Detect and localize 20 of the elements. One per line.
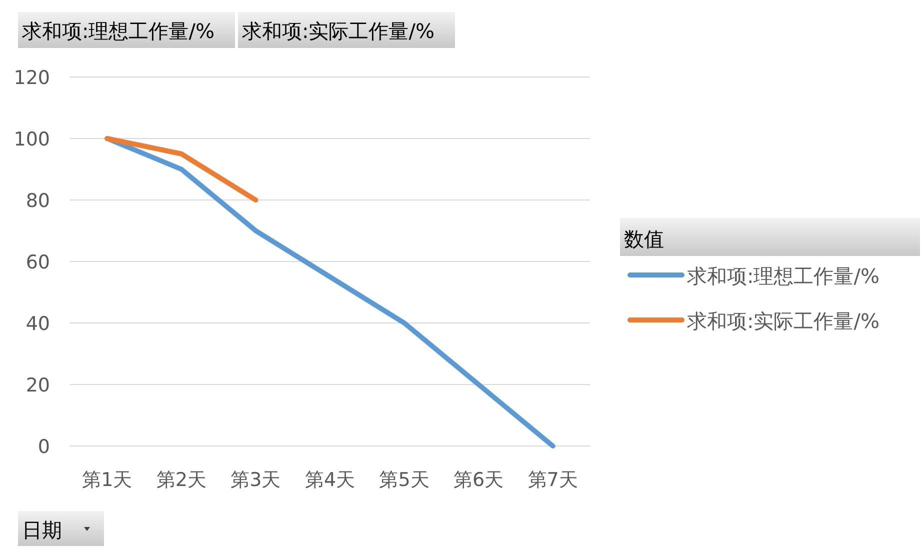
x-tick-label: 第4天 [304,469,356,491]
legend-title: 数值 [624,227,664,251]
y-tick-label: 0 [38,436,50,458]
x-tick-label: 第3天 [230,469,281,491]
text: 求和项:实际工作量/% [242,19,434,43]
x-tick-label: 第7天 [528,469,578,491]
y-tick-label: 60 [26,252,50,274]
y-tick-label: 20 [26,374,50,396]
x-tick-label: 第1天 [82,469,132,491]
legend-label: 求和项:理想工作量/% [687,264,880,288]
x-axis-title: 日期 [22,518,62,542]
legend-label: 求和项:实际工作量/% [687,309,880,333]
y-tick-label: 120 [14,67,50,89]
text: 求和项:理想工作量/% [22,19,214,43]
x-tick-label: 第6天 [454,469,504,491]
y-tick-label: 100 [14,128,50,150]
y-tick-label: 40 [26,313,50,335]
x-tick-label: 第5天 [379,469,430,491]
x-tick-label: 第2天 [156,469,206,491]
y-tick-label: 80 [26,190,50,212]
